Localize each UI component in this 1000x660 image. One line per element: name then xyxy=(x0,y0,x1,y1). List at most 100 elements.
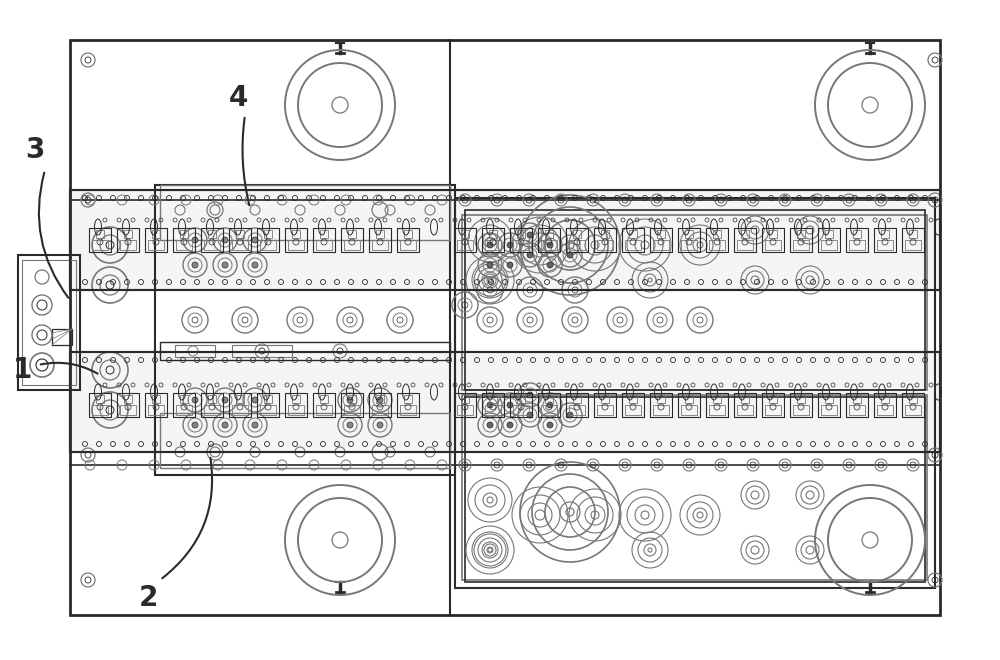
Bar xyxy=(849,405,865,415)
Bar xyxy=(236,230,244,238)
Bar xyxy=(734,228,756,252)
Bar xyxy=(629,230,637,238)
Text: 2: 2 xyxy=(138,584,158,612)
Circle shape xyxy=(507,262,513,268)
Bar xyxy=(229,228,251,252)
Bar xyxy=(461,395,469,403)
Bar xyxy=(313,228,335,252)
Bar xyxy=(320,395,328,403)
Bar xyxy=(260,405,276,415)
Bar xyxy=(462,395,927,580)
Bar xyxy=(264,230,272,238)
Bar xyxy=(877,240,893,250)
Bar xyxy=(650,228,672,252)
Bar xyxy=(376,395,384,403)
Bar xyxy=(622,228,644,252)
Bar xyxy=(208,395,216,403)
Bar xyxy=(117,228,139,252)
Bar xyxy=(155,185,455,475)
Bar xyxy=(881,395,889,403)
Bar xyxy=(341,228,363,252)
Bar xyxy=(96,230,104,238)
Bar xyxy=(117,393,139,417)
Bar xyxy=(790,393,812,417)
Bar xyxy=(709,240,725,250)
Bar xyxy=(541,240,557,250)
Circle shape xyxy=(192,237,198,243)
Bar xyxy=(92,240,108,250)
Bar xyxy=(257,393,279,417)
Bar xyxy=(400,240,416,250)
Bar xyxy=(825,395,833,403)
Bar xyxy=(316,240,332,250)
Bar xyxy=(482,393,504,417)
Bar xyxy=(229,393,251,417)
Bar xyxy=(566,228,588,252)
Bar xyxy=(400,405,416,415)
Bar xyxy=(180,230,188,238)
Bar xyxy=(625,240,641,250)
Bar xyxy=(180,395,188,403)
Circle shape xyxy=(222,397,228,403)
Bar xyxy=(818,228,840,252)
Bar xyxy=(204,405,220,415)
Bar xyxy=(160,185,450,240)
Circle shape xyxy=(487,402,493,408)
Bar xyxy=(653,405,669,415)
Bar xyxy=(902,228,924,252)
Bar xyxy=(765,240,781,250)
Bar xyxy=(681,240,697,250)
Bar xyxy=(905,405,921,415)
Bar xyxy=(348,230,356,238)
Bar xyxy=(538,393,560,417)
Circle shape xyxy=(192,422,198,428)
Circle shape xyxy=(547,422,553,428)
Bar xyxy=(569,240,585,250)
Bar xyxy=(341,393,363,417)
Text: 4: 4 xyxy=(228,84,248,112)
Bar xyxy=(316,405,332,415)
Bar xyxy=(89,228,111,252)
Bar xyxy=(594,228,616,252)
Bar xyxy=(89,393,111,417)
Bar xyxy=(160,413,450,468)
Bar xyxy=(22,260,76,385)
Circle shape xyxy=(347,422,353,428)
Bar xyxy=(622,393,644,417)
Bar xyxy=(120,240,136,250)
Bar xyxy=(909,230,917,238)
Bar xyxy=(489,395,497,403)
Bar xyxy=(457,405,473,415)
Circle shape xyxy=(487,242,493,248)
Bar xyxy=(292,230,300,238)
Bar xyxy=(372,240,388,250)
Circle shape xyxy=(507,402,513,408)
Bar xyxy=(706,393,728,417)
Bar xyxy=(320,230,328,238)
Bar xyxy=(797,230,805,238)
Bar xyxy=(650,393,672,417)
Bar xyxy=(846,393,868,417)
Circle shape xyxy=(377,397,383,403)
Circle shape xyxy=(527,252,533,258)
Bar xyxy=(344,240,360,250)
Bar xyxy=(737,405,753,415)
Bar xyxy=(145,393,167,417)
Bar xyxy=(629,395,637,403)
Bar xyxy=(790,228,812,252)
Bar xyxy=(569,405,585,415)
Bar xyxy=(517,395,525,403)
Bar xyxy=(510,393,532,417)
Bar xyxy=(681,405,697,415)
Bar xyxy=(538,228,560,252)
Bar xyxy=(734,393,756,417)
Bar xyxy=(482,228,504,252)
Circle shape xyxy=(252,237,258,243)
Bar xyxy=(821,240,837,250)
Bar xyxy=(120,405,136,415)
Bar xyxy=(285,393,307,417)
Bar xyxy=(232,405,248,415)
Circle shape xyxy=(507,422,513,428)
Text: 3: 3 xyxy=(25,136,45,164)
Bar xyxy=(18,255,80,390)
